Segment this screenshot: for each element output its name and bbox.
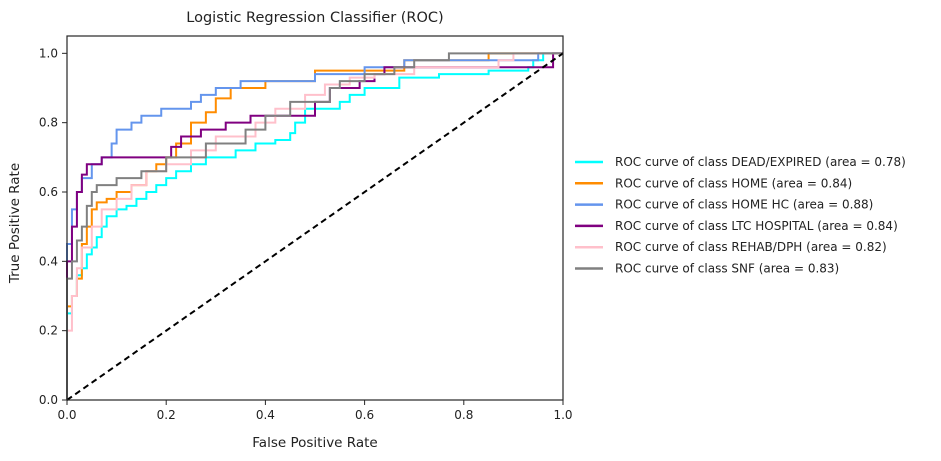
x-tick-label: 0.0	[57, 408, 76, 422]
legend-label: ROC curve of class HOME HC (area = 0.88)	[615, 198, 873, 212]
plot-frame	[66, 35, 564, 401]
legend-label: ROC curve of class LTC HOSPITAL (area = …	[615, 219, 898, 233]
roc-curve-series-4	[66, 52, 563, 400]
x-axis-label: False Positive Rate	[252, 435, 377, 451]
y-tick-label: 0.4	[39, 254, 58, 268]
legend: ROC curve of class DEAD/EXPIRED (area = …	[575, 155, 906, 276]
y-axis-label: True Positive Rate	[7, 163, 23, 284]
y-tick-label: 0.8	[39, 116, 58, 130]
legend-label: ROC curve of class SNF (area = 0.83)	[615, 262, 839, 276]
y-tick-label: 1.0	[39, 46, 58, 60]
y-tick-label: 0.6	[39, 185, 58, 199]
chart-title: Logistic Regression Classifier (ROC)	[186, 10, 443, 26]
x-tick-label: 0.6	[355, 408, 374, 422]
plot-area: 0.0 0.2 0.4 0.6 0.8 1.0 0.0 0.2 0.4 0.6 0.8 1.0	[39, 35, 573, 422]
diagonal-reference-line	[66, 52, 564, 401]
legend-label: ROC curve of class REHAB/DPH (area = 0.8…	[615, 240, 887, 254]
legend-label: ROC curve of class HOME (area = 0.84)	[615, 176, 852, 190]
x-tick-label: 0.8	[454, 408, 473, 422]
y-tick-label: 0.2	[39, 324, 58, 338]
y-tick-label: 0.0	[39, 393, 58, 407]
x-tick-label: 0.2	[157, 408, 176, 422]
legend-label: ROC curve of class DEAD/EXPIRED (area = …	[615, 155, 906, 169]
x-tick-label: 0.4	[256, 408, 275, 422]
x-tick-label: 1.0	[553, 408, 572, 422]
roc-curve-series-6	[66, 52, 563, 400]
